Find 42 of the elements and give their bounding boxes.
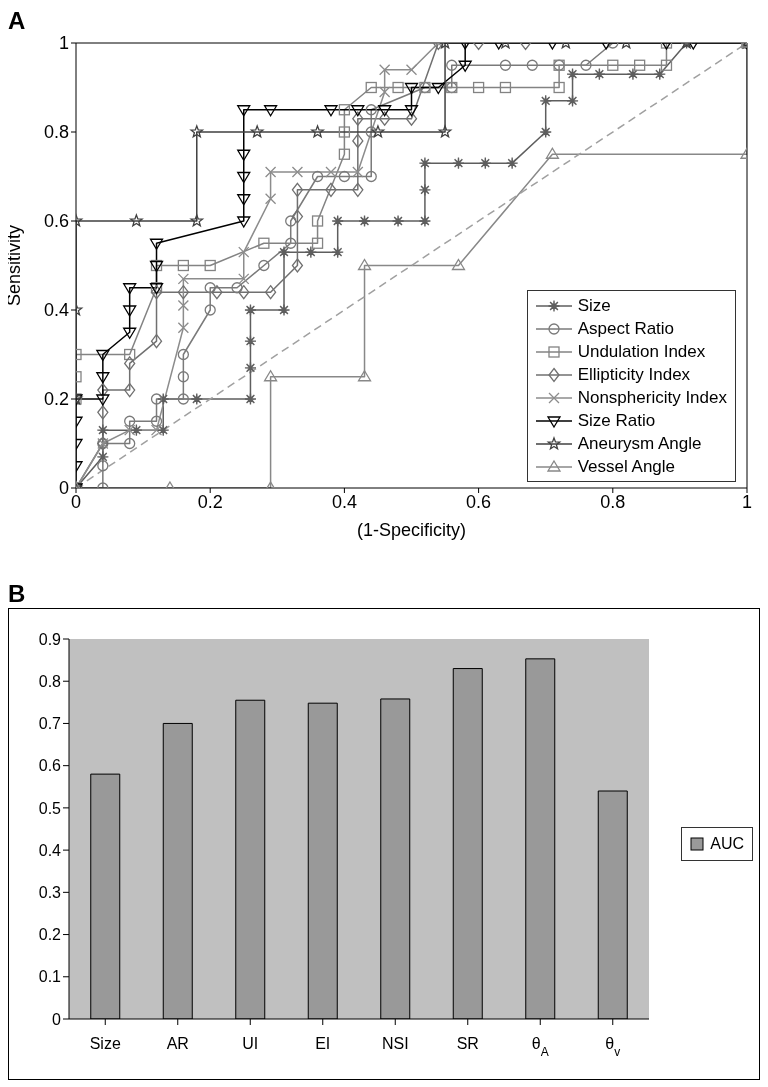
y-tick-label: 0.6 [38,757,62,775]
x-tick-label: Size [89,1035,121,1052]
x-tick-label: θ$_{v}$ [605,1035,621,1059]
legend-label: Aneurysm Angle [577,433,702,454]
y-tick-label: 1 [58,33,69,54]
legend-label: AUC [710,835,744,853]
x-tick-label: 0.8 [600,491,626,512]
x-tick-label: 0.6 [466,491,492,512]
y-tick-label: 0.2 [43,389,69,410]
legend-label: Nonsphericity Index [577,387,727,408]
legend-label: Aspect Ratio [577,318,675,339]
x-tick-label: θ$_{A}$ [531,1035,549,1059]
y-tick-label: 0 [58,478,69,499]
y-tick-label: 0.4 [38,841,62,859]
y-tick-label: 0.7 [38,715,62,733]
x-tick-label: 1 [741,491,753,512]
chart-title: A [8,7,27,34]
x-axis-title: (1-Specificity) [356,520,467,540]
legend-label: Size Ratio [577,410,656,431]
y-tick-label: 0 [52,1010,62,1028]
legend-label: Undulation Index [577,341,706,362]
x-tick-label: UI [242,1035,259,1052]
y-tick-label: 0.6 [43,211,69,232]
legend-label: Size [577,295,611,316]
y-tick-label: 0.8 [43,122,69,143]
x-tick-label: SR [456,1035,479,1052]
y-tick-label: 0.9 [38,630,62,648]
x-tick-label: NSI [381,1035,409,1052]
x-tick-label: AR [166,1035,189,1052]
y-axis-title: Sensitivity [4,224,25,307]
legend-label: Vessel Angle [577,456,676,477]
x-tick-label: EI [315,1035,331,1052]
x-tick-label: 0.4 [331,491,357,512]
y-tick-label: 0.4 [43,300,69,321]
legend-label: Ellipticity Index [577,364,691,385]
y-tick-label: 0.1 [38,968,62,986]
y-tick-label: 0.5 [38,799,62,817]
x-tick-label: 0.2 [197,491,223,512]
y-tick-label: 0.3 [38,884,62,902]
chart-title: B [8,580,27,608]
y-tick-label: 0.2 [38,926,62,944]
y-tick-label: 0.8 [38,672,62,690]
